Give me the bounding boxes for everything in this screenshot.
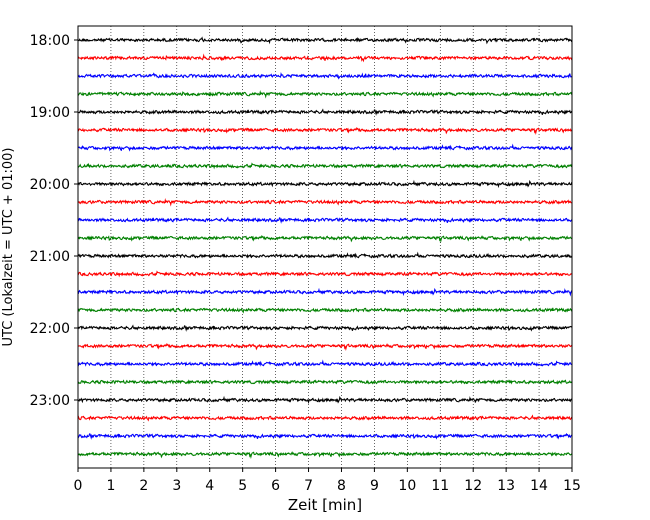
x-tick-label-1: 1 [106, 478, 115, 494]
x-tick-label-14: 14 [530, 478, 548, 494]
x-tick-label-7: 7 [304, 478, 313, 494]
trace-2100 [77, 251, 573, 259]
y-tick-label-1: 19:00 [30, 105, 70, 121]
y-tick-label-5: 23:00 [30, 393, 70, 409]
y-tick-label-3: 21:00 [30, 249, 70, 265]
trace-1915 [77, 126, 573, 135]
x-tick-label-0: 0 [74, 478, 83, 494]
x-tick-label-13: 13 [497, 478, 515, 494]
trace-2345 [77, 451, 573, 459]
x-tick-label-9: 9 [370, 478, 379, 494]
x-tick-label-5: 5 [238, 478, 247, 494]
trace-2145 [77, 307, 573, 314]
trace-lines [77, 36, 573, 459]
trace-2200 [77, 324, 573, 332]
trace-2030 [77, 216, 573, 224]
trace-2015 [77, 198, 573, 207]
trace-2045 [77, 234, 573, 243]
x-tick-label-2: 2 [139, 478, 148, 494]
x-tick-label-3: 3 [172, 478, 181, 494]
trace-2215 [77, 342, 573, 351]
x-axis-label: Zeit [min] [288, 496, 362, 514]
trace-2300 [77, 395, 573, 405]
trace-2330 [77, 432, 573, 440]
y-tick-label-0: 18:00 [30, 33, 70, 49]
trace-1800 [77, 36, 573, 45]
trace-2230 [77, 359, 573, 368]
y-tick-label-4: 22:00 [30, 321, 70, 337]
trace-1945 [77, 162, 573, 170]
x-tick-label-12: 12 [464, 478, 482, 494]
plot-frame [77, 25, 573, 469]
trace-2315 [77, 414, 573, 422]
trace-2245 [77, 379, 573, 385]
trace-1930 [77, 143, 573, 152]
trace-1815 [77, 53, 573, 63]
x-tick-label-6: 6 [271, 478, 280, 494]
trace-2130 [77, 287, 573, 297]
y-axis-ticks: 18:00 19:00 20:00 21:00 22:00 23:00 [30, 33, 78, 409]
trace-2115 [77, 270, 573, 278]
trace-1830 [77, 71, 573, 80]
y-tick-label-2: 20:00 [30, 177, 70, 193]
x-tick-label-4: 4 [205, 478, 214, 494]
y-axis-label: UTC (Lokalzeit = UTC + 01:00) [1, 148, 16, 347]
x-axis-ticks: 0 1 2 3 4 5 6 7 8 9 10 11 12 13 14 15 [74, 468, 581, 494]
x-tick-label-11: 11 [431, 478, 449, 494]
x-tick-label-15: 15 [563, 478, 581, 494]
trace-1900 [77, 108, 573, 116]
x-tick-label-8: 8 [337, 478, 346, 494]
trace-2000 [77, 179, 573, 189]
x-tick-label-10: 10 [398, 478, 416, 494]
trace-1845 [77, 90, 573, 99]
